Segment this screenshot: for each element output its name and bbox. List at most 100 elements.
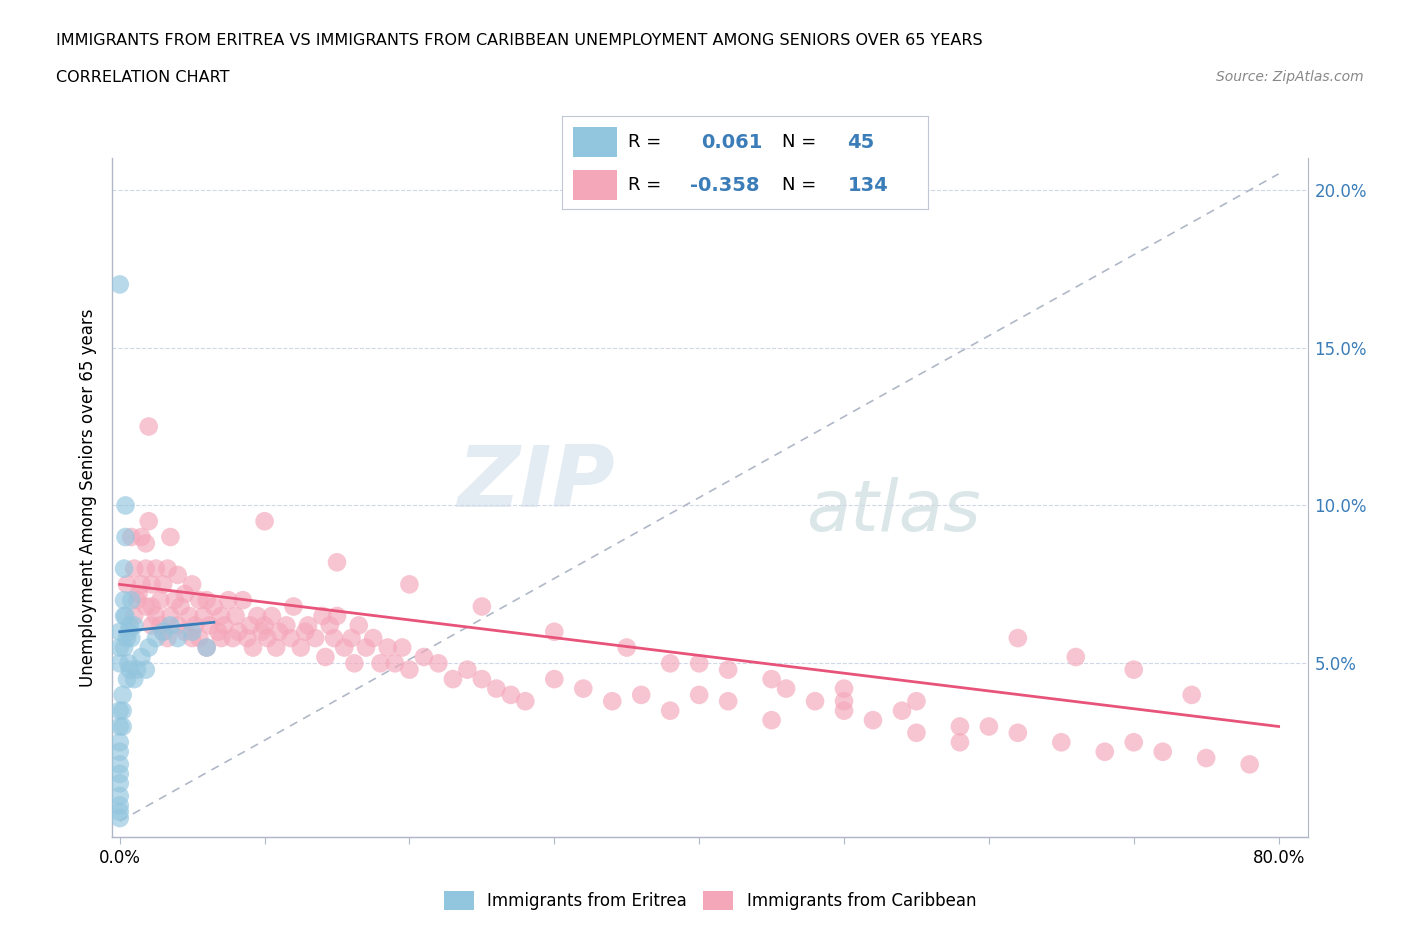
Point — [256, 631, 278, 645]
Point — [456, 662, 478, 677]
Point — [761, 712, 783, 727]
Point — [138, 513, 160, 528]
Point — [159, 608, 181, 623]
Point — [572, 681, 595, 696]
Point — [112, 640, 135, 655]
Point — [1181, 687, 1204, 702]
Point — [949, 719, 972, 734]
Point — [207, 624, 229, 639]
Point — [398, 662, 420, 677]
Point — [138, 419, 160, 434]
Point — [122, 618, 145, 633]
Point — [120, 529, 142, 544]
Point — [485, 681, 508, 696]
Point — [242, 640, 264, 655]
Point — [152, 577, 174, 591]
Point — [131, 577, 153, 591]
Point — [108, 703, 131, 718]
Point — [239, 618, 262, 633]
Point — [114, 529, 136, 544]
Point — [264, 640, 287, 655]
Legend: Immigrants from Eritrea, Immigrants from Caribbean: Immigrants from Eritrea, Immigrants from… — [437, 884, 983, 917]
Point — [111, 687, 134, 702]
Point — [135, 536, 157, 551]
Point — [141, 618, 163, 633]
Point — [108, 776, 131, 790]
Point — [127, 662, 149, 677]
Point — [340, 631, 363, 645]
Point — [1239, 757, 1261, 772]
Point — [862, 712, 884, 727]
Point — [314, 649, 336, 664]
Text: Source: ZipAtlas.com: Source: ZipAtlas.com — [1216, 70, 1364, 84]
Point — [195, 592, 218, 607]
Point — [471, 671, 494, 686]
Point — [688, 656, 710, 671]
Text: N =: N = — [782, 133, 821, 152]
Point — [111, 719, 134, 734]
Point — [108, 735, 131, 750]
Point — [163, 592, 186, 607]
Point — [108, 277, 131, 292]
Point — [159, 529, 181, 544]
Point — [174, 624, 197, 639]
Point — [905, 694, 928, 709]
Point — [1064, 649, 1087, 664]
Point — [977, 719, 1000, 734]
Point — [1050, 735, 1073, 750]
Point — [370, 656, 392, 671]
Point — [1007, 725, 1029, 740]
Point — [1007, 631, 1029, 645]
Point — [145, 561, 167, 576]
Point — [276, 618, 298, 633]
Point — [111, 703, 134, 718]
Point — [114, 498, 136, 512]
Point — [832, 703, 855, 718]
Text: IMMIGRANTS FROM ERITREA VS IMMIGRANTS FROM CARIBBEAN UNEMPLOYMENT AMONG SENIORS : IMMIGRANTS FROM ERITREA VS IMMIGRANTS FR… — [56, 33, 983, 47]
Point — [188, 631, 211, 645]
Point — [166, 631, 188, 645]
Point — [398, 577, 420, 591]
Point — [152, 624, 174, 639]
Point — [128, 587, 150, 602]
Point — [775, 681, 797, 696]
Point — [120, 631, 142, 645]
Text: R =: R = — [628, 176, 668, 194]
Point — [326, 608, 349, 623]
Point — [117, 656, 139, 671]
Point — [347, 618, 370, 633]
Point — [361, 631, 384, 645]
Point — [253, 513, 276, 528]
Text: CORRELATION CHART: CORRELATION CHART — [56, 70, 229, 85]
Point — [141, 599, 163, 614]
Point — [149, 592, 172, 607]
Point — [108, 766, 131, 781]
Point — [630, 687, 652, 702]
FancyBboxPatch shape — [574, 170, 617, 200]
Point — [108, 656, 131, 671]
Point — [195, 640, 218, 655]
Point — [804, 694, 827, 709]
Point — [108, 744, 131, 759]
Point — [108, 789, 131, 804]
Point — [159, 618, 181, 633]
Point — [115, 631, 138, 645]
Point — [108, 798, 131, 813]
Point — [333, 640, 356, 655]
Point — [108, 804, 131, 819]
Point — [260, 608, 283, 623]
Text: -0.358: -0.358 — [690, 176, 759, 194]
Point — [832, 694, 855, 709]
Point — [471, 599, 494, 614]
Point — [236, 631, 259, 645]
Point — [377, 640, 399, 655]
Text: N =: N = — [782, 176, 821, 194]
Point — [905, 725, 928, 740]
Text: 134: 134 — [848, 176, 889, 194]
Text: R =: R = — [628, 133, 668, 152]
Point — [118, 662, 141, 677]
Point — [198, 618, 221, 633]
Point — [152, 624, 174, 639]
Point — [131, 649, 153, 664]
Point — [441, 671, 464, 686]
